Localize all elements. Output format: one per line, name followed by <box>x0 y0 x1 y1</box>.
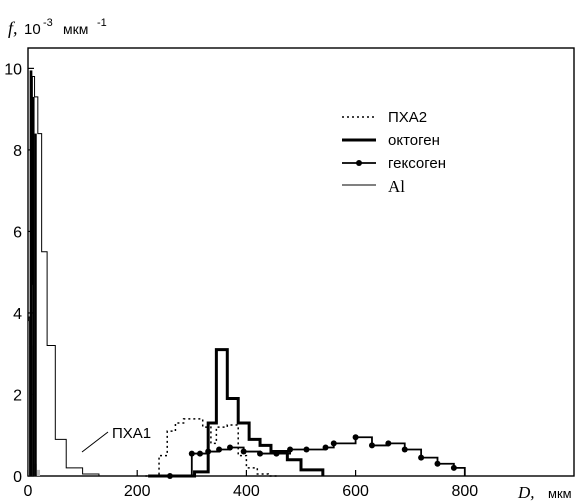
y-axis-label: f, 10 -3 мкм -1 <box>8 17 107 38</box>
y-axis-unit-text-exp: -1 <box>97 17 107 29</box>
series-marker <box>273 450 280 457</box>
x-tick-label: 400 <box>233 483 260 500</box>
y-tick-label: 0 <box>13 469 22 486</box>
black-bar <box>32 96 35 477</box>
series-line <box>28 76 100 477</box>
series-marker <box>188 450 195 457</box>
legend-label-oktogen: октоген <box>388 132 440 149</box>
plot-frame <box>27 47 575 477</box>
x-tick-label: 0 <box>24 483 33 500</box>
black-bar <box>29 70 33 477</box>
black-bar <box>34 133 37 476</box>
series-marker <box>368 442 375 449</box>
y-axis-unit-base: 10 <box>24 21 41 38</box>
series-marker <box>434 460 441 467</box>
annotation-leader <box>81 431 109 453</box>
series-marker <box>166 473 173 479</box>
annotation-pxa1: ПХА1 <box>112 425 151 442</box>
series-marker <box>257 450 264 457</box>
series-marker <box>303 446 310 453</box>
x-axis-unit: мкм <box>548 486 572 501</box>
series-marker <box>240 448 247 455</box>
series-marker <box>205 448 212 455</box>
series-marker <box>401 446 408 453</box>
legend-label-geksogen: гексоген <box>388 155 446 172</box>
series-marker <box>418 454 425 461</box>
series-marker <box>385 440 392 447</box>
y-axis-symbol: f, <box>8 18 18 38</box>
legend: ПХА2 октоген гексоген Al <box>342 109 446 196</box>
x-ticks: 0 200 400 600 800 <box>24 470 478 500</box>
series-line <box>145 418 280 477</box>
y-tick-label: 4 <box>13 306 22 323</box>
y-axis-unit-exp: -3 <box>43 17 53 29</box>
x-axis-label: D, мкм <box>517 483 572 502</box>
annotation-group: ПХА1 <box>81 425 151 453</box>
legend-label-al: Al <box>388 177 405 196</box>
series-marker <box>287 446 294 453</box>
series-marker <box>227 444 234 451</box>
y-axis-unit-text: мкм <box>63 21 88 37</box>
y-tick-label: 6 <box>13 224 22 241</box>
series-marker <box>330 440 337 447</box>
y-tick-label: 8 <box>13 143 22 160</box>
series-marker <box>322 444 329 451</box>
y-tick-label: 2 <box>13 387 22 404</box>
y-tick-label: 10 <box>4 61 22 78</box>
x-tick-label: 600 <box>342 483 369 500</box>
shaded-bar <box>36 469 41 476</box>
series-line <box>148 348 325 478</box>
series-group <box>28 76 466 479</box>
series-marker <box>216 446 223 453</box>
series-marker <box>196 450 203 457</box>
legend-label-pxa2: ПХА2 <box>388 109 427 126</box>
legend-marker-geksogen <box>356 160 362 166</box>
x-tick-label: 800 <box>451 483 478 500</box>
series-marker <box>450 464 457 471</box>
series-marker <box>352 434 359 441</box>
x-axis-symbol: D, <box>517 483 535 502</box>
x-tick-label: 200 <box>124 483 151 500</box>
